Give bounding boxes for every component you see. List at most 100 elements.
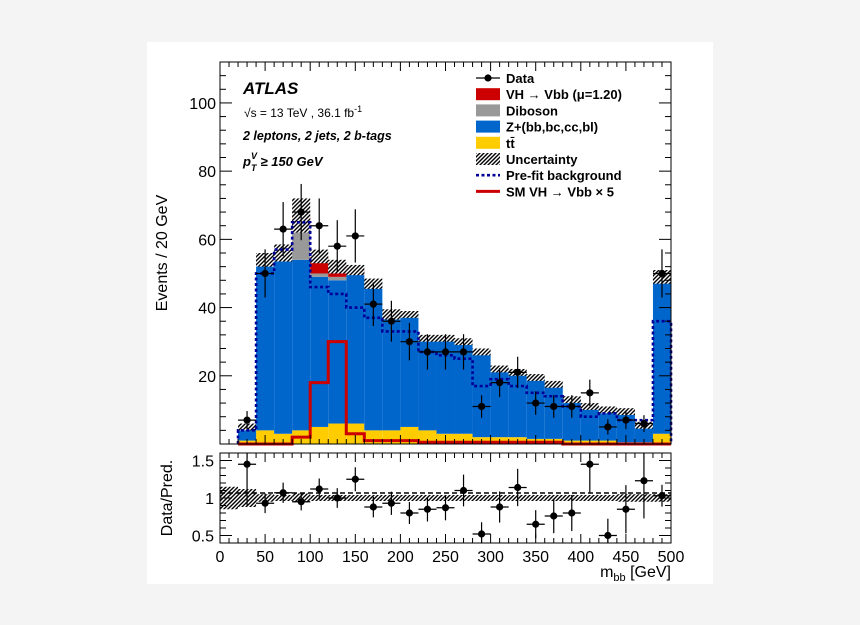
ratio-uncertainty-bin (526, 495, 545, 501)
ratio-point (526, 510, 545, 539)
ratio-marker (279, 489, 287, 497)
ratio-marker (586, 460, 594, 468)
ratio-marker (441, 504, 450, 512)
y-tick-label: 60 (198, 232, 216, 249)
legend-item: Diboson (476, 103, 558, 118)
data-marker (640, 419, 648, 428)
stack-bar (634, 425, 653, 443)
ratio-marker (568, 509, 576, 517)
ratio-marker (459, 486, 468, 495)
data-points (238, 183, 671, 435)
legend-label: SM VH → Vbb × 5 (506, 184, 614, 199)
x-tick-label: 100 (297, 549, 324, 566)
stack-bar (490, 368, 509, 438)
main-panel: 20 40 60 80 100 Events / 20 GeV ATLAS √s = 1… (154, 61, 673, 446)
x-tick-label: 50 (256, 549, 274, 566)
y-tick-label: 100 (189, 96, 216, 113)
legend-label: Z+(bb,bc,cc,bl) (506, 120, 598, 135)
legend-label: VH → Vbb (μ=1.20) (506, 87, 622, 102)
y-tick-label: 80 (198, 164, 216, 181)
data-point (418, 334, 437, 370)
ratio-point (580, 453, 599, 493)
ratio-point (328, 488, 347, 508)
ratio-y-tick-labels: 0.5 1 1.5 (192, 454, 214, 546)
pt-cut-label: pV T ≥ 150 GeV (242, 151, 324, 173)
legend-label: Diboson (506, 103, 558, 118)
data-marker (441, 348, 450, 356)
y-axis-label: Events / 20 GeV (154, 194, 171, 311)
ratio-point (400, 502, 419, 524)
legend-swatch (476, 88, 500, 101)
ratio-point (238, 453, 257, 506)
ratio-point (454, 474, 473, 507)
data-point (526, 391, 545, 415)
data-marker (604, 423, 612, 431)
ratio-marker (387, 499, 395, 507)
data-marker (550, 402, 558, 411)
data-marker (387, 317, 395, 325)
stack-bar (562, 399, 581, 441)
data-point (346, 209, 365, 263)
stack-bar (274, 253, 293, 434)
ratio-marker (532, 520, 540, 528)
stack-bar (454, 341, 473, 434)
lumi-exponent: -1 (354, 104, 362, 114)
data-point (364, 282, 383, 326)
data-marker (261, 269, 269, 278)
ratio-marker (315, 485, 323, 493)
legend-swatch (476, 136, 500, 149)
stack-bar (364, 283, 383, 431)
pt-superscript: V (251, 151, 258, 161)
legend-label: Uncertainty (506, 152, 578, 167)
ratio-point (346, 467, 365, 492)
data-point (454, 334, 473, 370)
stacked-histogram (238, 215, 671, 444)
data-marker (423, 348, 432, 356)
data-marker (514, 368, 522, 376)
data-point (652, 249, 671, 298)
stack-bar (472, 351, 491, 438)
x-tick-label: 200 (387, 549, 414, 566)
ratio-marker (514, 483, 522, 492)
ratio-marker (496, 503, 504, 511)
figure-canvas: 20 40 60 80 100 Events / 20 GeV ATLAS √s = 1… (147, 42, 713, 584)
pt-symbol: p (242, 154, 251, 169)
data-marker (315, 222, 323, 230)
y-tick-label: 20 (198, 369, 216, 386)
uncertainty-bin (544, 380, 563, 388)
selection-label: 2 leptons, 2 jets, 2 b-tags (242, 129, 392, 143)
data-point (508, 356, 527, 389)
legend-swatch (476, 104, 500, 117)
data-marker (496, 379, 504, 387)
data-marker (279, 225, 287, 233)
stack-bar (400, 314, 419, 427)
legend-swatch (476, 120, 500, 133)
ratio-point (652, 484, 671, 507)
x-tick-label: 150 (342, 549, 369, 566)
uncertainty-bin (346, 264, 365, 276)
stack-bar (346, 273, 365, 424)
ratio-point (310, 478, 329, 500)
data-marker (351, 232, 359, 240)
histogram-figure: 20 40 60 80 100 Events / 20 GeV ATLAS √s = 1… (154, 61, 684, 584)
x-axis-label: mbb [GeV] (600, 564, 671, 584)
ratio-point (382, 491, 401, 515)
ratio-point (616, 485, 635, 534)
stack-component-1 (238, 253, 671, 443)
data-point (490, 368, 509, 398)
ratio-point (256, 493, 275, 514)
stack-component-2 (292, 225, 347, 281)
legend-item: tt̄ (476, 136, 515, 151)
data-marker (532, 399, 540, 407)
stack-bar (580, 406, 599, 441)
legend-item: Pre-fit background (476, 168, 622, 183)
uncertainty-bin (526, 374, 545, 381)
stack-bar (652, 433, 671, 444)
ratio-uncertainty-bin (598, 495, 617, 501)
legend-item: Data (476, 71, 535, 86)
data-point (328, 220, 347, 273)
stack-bar (652, 276, 671, 434)
ratio-point (436, 495, 455, 521)
pt-cut-text: ≥ 150 GeV (260, 154, 323, 169)
stack-bar (436, 338, 455, 434)
